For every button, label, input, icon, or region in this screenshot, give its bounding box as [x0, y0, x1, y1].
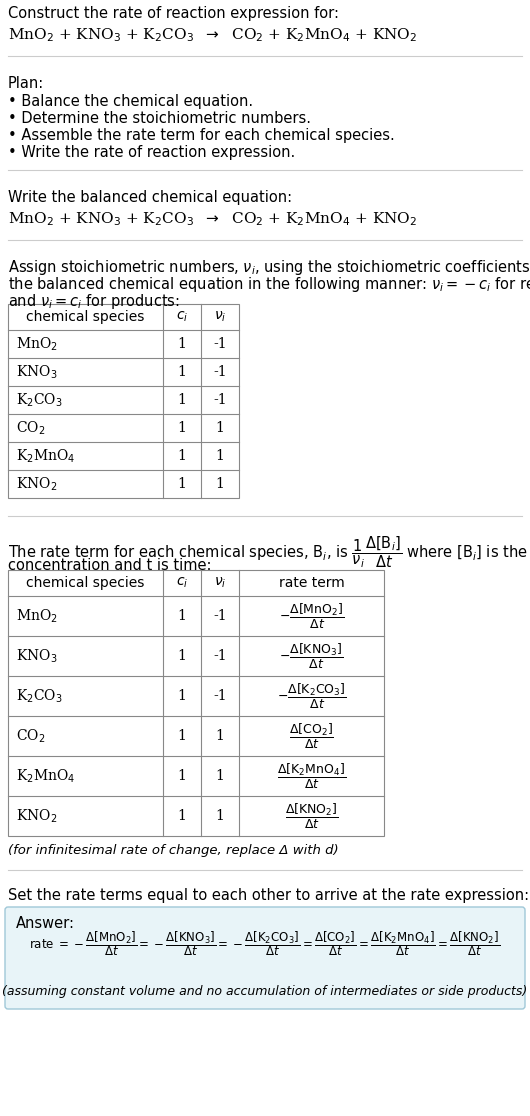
Text: 1: 1	[178, 393, 187, 407]
Text: KNO$_2$: KNO$_2$	[16, 475, 57, 492]
Text: The rate term for each chemical species, B$_i$, is $\dfrac{1}{\nu_i}\dfrac{\Delt: The rate term for each chemical species,…	[8, 533, 530, 569]
Text: Write the balanced chemical equation:: Write the balanced chemical equation:	[8, 190, 292, 205]
Text: -1: -1	[213, 689, 227, 703]
Text: MnO$_2$ + KNO$_3$ + K$_2$CO$_3$  $\rightarrow$  CO$_2$ + K$_2$MnO$_4$ + KNO$_2$: MnO$_2$ + KNO$_3$ + K$_2$CO$_3$ $\righta…	[8, 26, 417, 44]
Text: MnO$_2$ + KNO$_3$ + K$_2$CO$_3$  $\rightarrow$  CO$_2$ + K$_2$MnO$_4$ + KNO$_2$: MnO$_2$ + KNO$_3$ + K$_2$CO$_3$ $\righta…	[8, 210, 417, 228]
Text: $\dfrac{\Delta[\mathrm{K_2MnO_4}]}{\Delta t}$: $\dfrac{\Delta[\mathrm{K_2MnO_4}]}{\Delt…	[277, 761, 346, 790]
Text: 1: 1	[216, 449, 224, 463]
Text: 1: 1	[216, 729, 224, 743]
Text: KNO$_3$: KNO$_3$	[16, 647, 57, 665]
Text: $-\dfrac{\Delta[\mathrm{K_2CO_3}]}{\Delta t}$: $-\dfrac{\Delta[\mathrm{K_2CO_3}]}{\Delt…	[277, 682, 346, 711]
Text: K$_2$MnO$_4$: K$_2$MnO$_4$	[16, 448, 75, 464]
Text: 1: 1	[178, 809, 187, 822]
Text: 1: 1	[178, 650, 187, 663]
Text: 1: 1	[178, 365, 187, 379]
Text: 1: 1	[216, 809, 224, 822]
Text: $\nu_i$: $\nu_i$	[214, 576, 226, 590]
FancyBboxPatch shape	[5, 907, 525, 1009]
Text: -1: -1	[213, 650, 227, 663]
Text: • Write the rate of reaction expression.: • Write the rate of reaction expression.	[8, 145, 295, 160]
Text: $c_i$: $c_i$	[176, 310, 188, 325]
Text: -1: -1	[213, 609, 227, 623]
Text: K$_2$CO$_3$: K$_2$CO$_3$	[16, 392, 63, 408]
Text: -1: -1	[213, 365, 227, 379]
Text: 1: 1	[178, 477, 187, 491]
Text: $\dfrac{\Delta[\mathrm{CO_2}]}{\Delta t}$: $\dfrac{\Delta[\mathrm{CO_2}]}{\Delta t}…	[289, 722, 334, 750]
Text: • Assemble the rate term for each chemical species.: • Assemble the rate term for each chemic…	[8, 128, 395, 143]
Text: $-\dfrac{\Delta[\mathrm{MnO_2}]}{\Delta t}$: $-\dfrac{\Delta[\mathrm{MnO_2}]}{\Delta …	[279, 602, 344, 631]
Text: Plan:: Plan:	[8, 76, 44, 92]
Text: • Determine the stoichiometric numbers.: • Determine the stoichiometric numbers.	[8, 110, 311, 126]
Text: 1: 1	[216, 477, 224, 491]
Text: Set the rate terms equal to each other to arrive at the rate expression:: Set the rate terms equal to each other t…	[8, 888, 529, 903]
Text: 1: 1	[178, 449, 187, 463]
Text: KNO$_2$: KNO$_2$	[16, 807, 57, 825]
Text: $-\dfrac{\Delta[\mathrm{KNO_3}]}{\Delta t}$: $-\dfrac{\Delta[\mathrm{KNO_3}]}{\Delta …	[279, 642, 343, 671]
Text: -1: -1	[213, 337, 227, 352]
Text: chemical species: chemical species	[26, 576, 145, 590]
Text: rate $= -\dfrac{\Delta[\mathrm{MnO_2}]}{\Delta t} = -\dfrac{\Delta[\mathrm{KNO_3: rate $= -\dfrac{\Delta[\mathrm{MnO_2}]}{…	[30, 930, 500, 959]
Text: Assign stoichiometric numbers, $\nu_i$, using the stoichiometric coefficients, $: Assign stoichiometric numbers, $\nu_i$, …	[8, 258, 530, 277]
Text: 1: 1	[178, 421, 187, 435]
Text: Answer:: Answer:	[16, 916, 75, 931]
Text: 1: 1	[178, 337, 187, 352]
Text: MnO$_2$: MnO$_2$	[16, 607, 58, 625]
Bar	[8, 570, 384, 836]
Text: concentration and t is time:: concentration and t is time:	[8, 558, 211, 573]
Text: 1: 1	[178, 689, 187, 703]
Bar	[8, 304, 239, 498]
Text: 1: 1	[178, 729, 187, 743]
Text: K$_2$CO$_3$: K$_2$CO$_3$	[16, 687, 63, 704]
Text: the balanced chemical equation in the following manner: $\nu_i = -c_i$ for react: the balanced chemical equation in the fo…	[8, 275, 530, 294]
Text: (for infinitesimal rate of change, replace Δ with d): (for infinitesimal rate of change, repla…	[8, 844, 339, 857]
Text: KNO$_3$: KNO$_3$	[16, 364, 57, 381]
Text: • Balance the chemical equation.: • Balance the chemical equation.	[8, 94, 253, 109]
Text: rate term: rate term	[279, 576, 344, 590]
Text: CO$_2$: CO$_2$	[16, 728, 46, 744]
Text: 1: 1	[216, 769, 224, 783]
Text: chemical species: chemical species	[26, 310, 145, 324]
Text: CO$_2$: CO$_2$	[16, 420, 46, 436]
Text: 1: 1	[216, 421, 224, 435]
Text: Construct the rate of reaction expression for:: Construct the rate of reaction expressio…	[8, 6, 339, 21]
Text: 1: 1	[178, 609, 187, 623]
Text: -1: -1	[213, 393, 227, 407]
Text: $c_i$: $c_i$	[176, 576, 188, 590]
Text: (assuming constant volume and no accumulation of intermediates or side products): (assuming constant volume and no accumul…	[2, 985, 528, 999]
Text: MnO$_2$: MnO$_2$	[16, 335, 58, 353]
Text: 1: 1	[178, 769, 187, 783]
Text: and $\nu_i = c_i$ for products:: and $\nu_i = c_i$ for products:	[8, 292, 180, 311]
Text: K$_2$MnO$_4$: K$_2$MnO$_4$	[16, 768, 75, 785]
Text: $\nu_i$: $\nu_i$	[214, 310, 226, 325]
Text: $\dfrac{\Delta[\mathrm{KNO_2}]}{\Delta t}$: $\dfrac{\Delta[\mathrm{KNO_2}]}{\Delta t…	[285, 801, 338, 830]
